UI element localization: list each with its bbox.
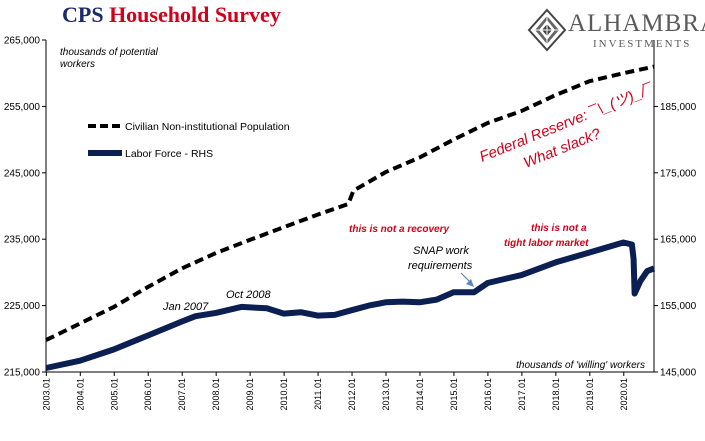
- annotation-not-tight-line1: this is not a: [531, 223, 587, 234]
- x-tick-label: 2008.01: [211, 378, 221, 411]
- population-series-line: [45, 64, 655, 342]
- annotation-oct-2008: Oct 2008: [226, 289, 272, 301]
- left-tick-label: 265,000: [4, 36, 41, 47]
- x-tick-label: 2019.01: [585, 378, 595, 411]
- x-tick-label: 2014.01: [415, 378, 425, 411]
- left-axis-label-line1: thousands of potential: [60, 47, 159, 58]
- x-tick-label: 2009.01: [245, 378, 255, 411]
- left-tick-label: 245,000: [4, 168, 41, 179]
- annotation-not-tight-line2: tight labor market: [504, 238, 589, 249]
- diamond-logo-icon: [527, 8, 567, 52]
- left-tick-label: 235,000: [4, 235, 41, 246]
- chart-title: CPS Household Survey: [62, 2, 281, 28]
- right-tick-label: 145,000: [660, 368, 697, 379]
- right-tick-label: 185,000: [660, 102, 697, 113]
- x-tick-label: 2004.01: [75, 378, 85, 411]
- title-cps: CPS: [62, 2, 104, 27]
- right-axis-label: thousands of 'willing' workers: [516, 360, 645, 371]
- x-tick-label: 2013.01: [381, 378, 391, 411]
- logo-name: ALHAMBRA: [568, 10, 705, 37]
- x-tick-label: 2003.01: [41, 378, 51, 411]
- x-tick-label: 2018.01: [551, 378, 561, 411]
- x-tick-label: 2020.01: [619, 378, 629, 411]
- x-tick-label: 2006.01: [143, 378, 153, 411]
- x-tick-label: 2012.01: [347, 378, 357, 411]
- left-tick-label: 225,000: [4, 301, 41, 312]
- legend-population-label: Civilian Non-institutional Population: [125, 121, 290, 133]
- legend-labor-force-label: Labor Force - RHS: [125, 148, 213, 160]
- annotation-not-a-recovery: this is not a recovery: [349, 224, 449, 235]
- right-tick-label: 175,000: [660, 168, 697, 179]
- annotation-snap-line2: requirements: [408, 260, 473, 272]
- x-tick-label: 2016.01: [483, 378, 493, 411]
- alhambra-logo: ALHAMBRA INVESTMENTS: [527, 8, 705, 54]
- right-tick-label: 155,000: [660, 301, 697, 312]
- logo-subtitle: INVESTMENTS: [593, 38, 692, 50]
- annotation-jan-2007: Jan 2007: [162, 301, 209, 313]
- x-tick-label: 2010.01: [279, 378, 289, 411]
- left-tick-label: 215,000: [4, 368, 41, 379]
- right-tick-label: 165,000: [660, 235, 697, 246]
- x-tick-label: 2017.01: [517, 378, 527, 411]
- labor-force-series-line: [45, 239, 656, 371]
- x-tick-label: 2011.01: [313, 378, 323, 410]
- x-tick-label: 2007.01: [177, 378, 187, 411]
- x-tick-label: 2015.01: [449, 378, 459, 411]
- snap-arrow-head: [466, 279, 474, 287]
- x-tick-label: 2005.01: [109, 378, 119, 411]
- left-axis-label-line2: workers: [60, 59, 95, 70]
- annotation-snap-line1: SNAP work: [413, 245, 469, 257]
- left-tick-label: 255,000: [4, 102, 41, 113]
- title-household-survey: Household Survey: [109, 2, 281, 27]
